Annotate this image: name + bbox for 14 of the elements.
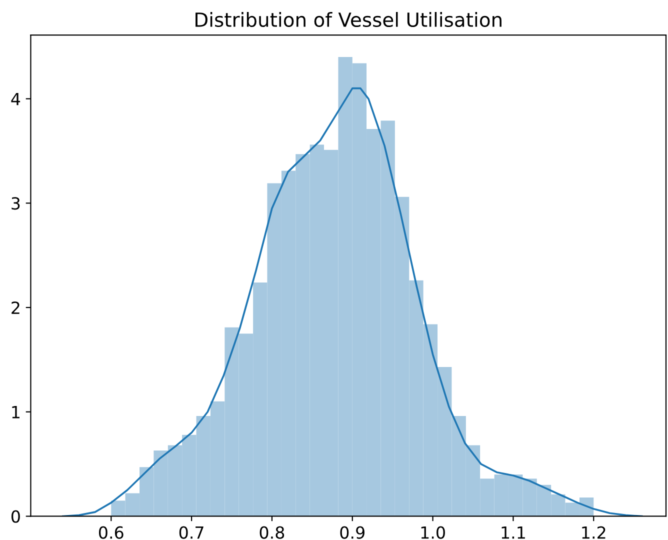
x-tick-label: 1.0 xyxy=(421,526,445,539)
x-tick-label: 0.9 xyxy=(340,526,364,539)
x-tick-label: 0.6 xyxy=(98,526,124,539)
x-tick-label: 0.8 xyxy=(260,526,284,539)
x-tick-label: 1.2 xyxy=(582,526,606,539)
y-tick-label: 3 xyxy=(12,197,20,210)
y-tick-label: 0 xyxy=(12,510,20,523)
x-tick-label: 1.1 xyxy=(502,526,525,539)
x-tick-label: 0.7 xyxy=(179,526,204,539)
line-series xyxy=(62,87,643,516)
chart-title: Distribution of Vessel Utilisation xyxy=(196,12,502,28)
y-tick-label: 1 xyxy=(12,406,20,418)
y-tick-label: 2 xyxy=(12,301,20,314)
y-tick-label: 4 xyxy=(11,92,20,106)
